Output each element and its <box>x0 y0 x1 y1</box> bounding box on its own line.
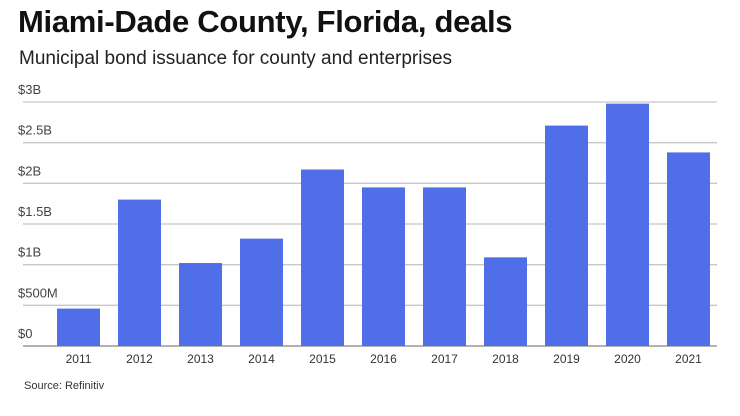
bar-2015 <box>301 169 344 346</box>
y-tick-label: $2.5B <box>18 123 52 138</box>
bar-2021 <box>667 152 710 346</box>
y-tick-label: $500M <box>18 285 58 300</box>
bar-2019 <box>545 125 588 346</box>
x-tick-label: 2016 <box>370 352 397 366</box>
x-tick-label: 2020 <box>614 352 641 366</box>
x-tick-label: 2015 <box>309 352 336 366</box>
x-tick-label: 2011 <box>66 352 92 366</box>
y-tick-label: $2B <box>18 163 41 178</box>
bar-2011 <box>57 308 100 346</box>
bar-2020 <box>606 103 649 346</box>
chart-subtitle: Municipal bond issuance for county and e… <box>19 48 453 69</box>
x-tick-label: 2018 <box>492 352 519 366</box>
bar-2012 <box>118 199 161 346</box>
x-tick-label: 2021 <box>675 352 702 366</box>
chart-title: Miami-Dade County, Florida, deals <box>18 4 513 39</box>
bar-2016 <box>362 187 405 346</box>
x-tick-label: 2019 <box>553 352 580 366</box>
y-tick-label: $1.5B <box>18 204 52 219</box>
bar-2017 <box>423 187 466 346</box>
y-tick-label: $0 <box>18 326 32 341</box>
source-note: Source: Refinitiv <box>24 380 105 392</box>
x-tick-label: 2017 <box>431 352 458 366</box>
x-tick-label: 2014 <box>248 352 275 366</box>
y-tick-label: $1B <box>18 245 41 260</box>
x-tick-label: 2013 <box>187 352 214 366</box>
bar-2014 <box>240 238 283 346</box>
bar-2018 <box>484 257 527 346</box>
y-tick-label: $3B <box>18 82 41 97</box>
x-tick-label: 2012 <box>126 352 153 366</box>
bar-2013 <box>179 263 222 346</box>
